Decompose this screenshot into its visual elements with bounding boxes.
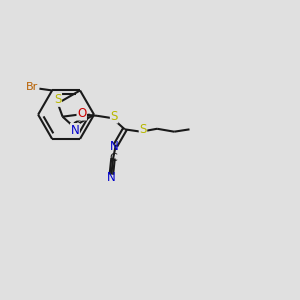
Text: S: S bbox=[139, 123, 147, 136]
Text: N: N bbox=[107, 171, 116, 184]
Text: N: N bbox=[70, 124, 79, 136]
Text: S: S bbox=[54, 93, 62, 106]
Text: C: C bbox=[109, 153, 117, 163]
Text: Br: Br bbox=[26, 82, 38, 92]
Text: S: S bbox=[110, 110, 118, 123]
Text: O: O bbox=[77, 107, 86, 120]
Text: N: N bbox=[110, 140, 118, 153]
